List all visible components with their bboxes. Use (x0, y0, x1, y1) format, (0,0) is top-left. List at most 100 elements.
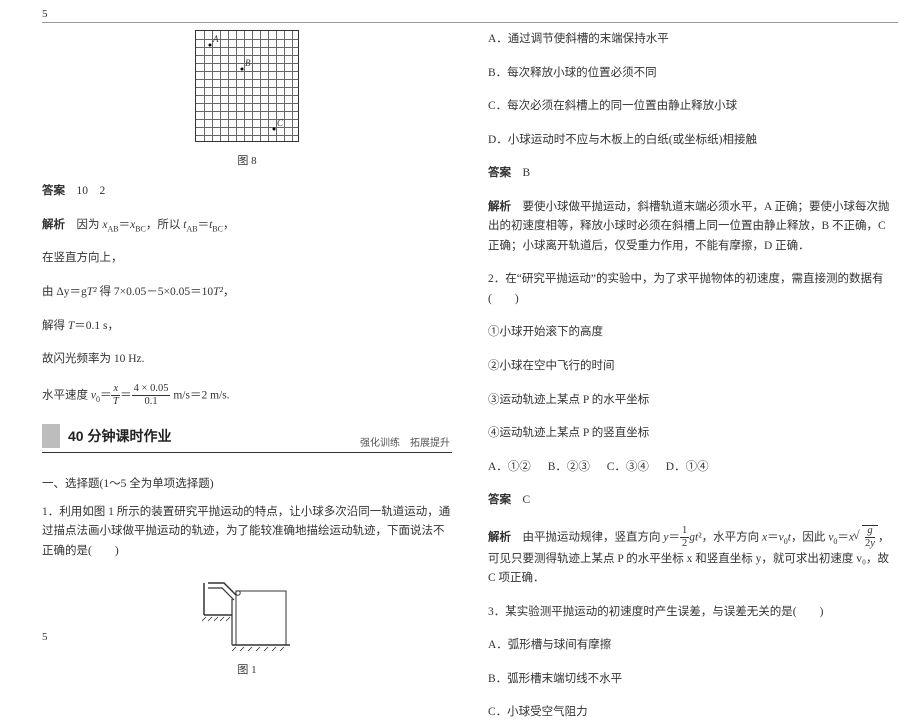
question-3-text: 3．某实验测平抛运动的初速度时产生误差，与误差无关的是( ) (488, 603, 898, 623)
q2-options: A．①② B．②③ C．③④ D．①④ (488, 458, 898, 478)
q3-option-a: A．弧形槽与球间有摩擦 (488, 636, 898, 656)
answer-line-1: 答案 10 2 (42, 182, 452, 202)
q2-analysis: 解析 由平抛运动规律，竖直方向 y＝12gt²，水平方向 x＝v0t，因此 v0… (488, 525, 898, 589)
figure-8: A B C (42, 30, 452, 146)
grid-point (209, 44, 212, 47)
fraction-x-over-T: xT (111, 384, 120, 408)
grid-point (241, 68, 244, 71)
grid-point-label: B (245, 58, 251, 68)
sqrt: g2y (862, 525, 878, 550)
q1-option-c: C．每次必须在斜槽上的同一位置由静止释放小球 (488, 97, 898, 117)
question-2-text: 2．在“研究平抛运动”的实验中，为了求平抛物体的初速度，需直接测的数据有( ) (488, 270, 898, 309)
gray-stub-icon (42, 424, 60, 448)
num: g (865, 526, 875, 539)
q2-option-a: A．①② (488, 458, 531, 478)
analysis-label: 解析 (488, 201, 511, 213)
text: ，所以 (146, 219, 183, 231)
figure-1 (42, 575, 452, 655)
num: 1 (680, 526, 689, 539)
den: 2y (865, 538, 875, 550)
num: 4 × 0.05 (132, 384, 171, 397)
var-T2: T² (87, 286, 97, 298)
homework-title: 40 分钟课时作业 (60, 422, 177, 450)
section-1-heading: 一、选择题(1～5 全为单项选择题) (42, 475, 452, 491)
homework-header: 40 分钟课时作业 强化训练 拓展提升 (42, 422, 452, 453)
answer-label: 答案 (488, 167, 511, 179)
q3-option-c: C．小球受空气阻力 (488, 703, 898, 723)
text: ，水平方向 (702, 531, 762, 543)
var-T2: T² (213, 286, 223, 298)
delta-y-line: 由 Δy＝gT² 得 7×0.05－5×0.05＝10T²， (42, 283, 452, 303)
sub: BC (135, 224, 146, 233)
figure-8-caption: 图 8 (42, 152, 452, 168)
eq: ＝ (120, 389, 132, 401)
eq: ＝ (100, 389, 112, 401)
den: T (111, 396, 120, 408)
q2-option-c: C．③④ (607, 458, 649, 478)
grid-point (273, 128, 276, 131)
q1-option-a: A．通过调节使斜槽的末端保持水平 (488, 30, 898, 50)
grid-point-label: C (277, 118, 283, 128)
sub: 0 (833, 537, 837, 546)
top-rule (42, 22, 898, 23)
fraction-sqrt: g2y (865, 526, 875, 550)
homework-subtitle: 强化训练 拓展提升 (360, 434, 450, 449)
horizontal-velocity-line: 水平速度 v0＝xT＝4 × 0.050.1 m/s＝2 m/s. (42, 384, 452, 408)
fraction-numeric: 4 × 0.050.1 (132, 384, 171, 408)
figure-8-grid: A B C (195, 30, 299, 142)
q2-option-b: B．②③ (548, 458, 590, 478)
analysis-label: 解析 (488, 531, 511, 543)
q2-item-1: ①小球开始滚下的高度 (488, 323, 898, 343)
q2-item-2: ②小球在空中飞行的时间 (488, 357, 898, 377)
text: 由平抛运动规律，竖直方向 (523, 531, 664, 543)
analysis-line-1: 解析 因为 xAB＝xBC，所以 tAB＝tBC， (42, 216, 452, 236)
figure-1-diagram (202, 575, 292, 651)
q1-option-d: D．小球运动时不应与木板上的白纸(或坐标纸)相接触 (488, 131, 898, 151)
fraction-half: 12 (680, 526, 689, 550)
text: m/s＝2 m/s. (170, 389, 229, 401)
answer-label: 答案 (488, 494, 511, 506)
den: 0.1 (132, 396, 171, 408)
eq: ＝ (668, 531, 680, 543)
analysis-label: 解析 (42, 219, 65, 231)
question-1-text: 1．利用如图 1 所示的装置研究平抛运动的特点，让小球多次沿同一轨道运动，通过描… (42, 503, 452, 562)
num: x (111, 384, 120, 397)
analysis-text: 要使小球做平抛运动，斜槽轨道末端必须水平，A 正确；要使小球每次抛出的初速度相等… (488, 201, 890, 252)
solve-T-line: 解得 T＝0.1 s， (42, 317, 452, 337)
q2-answer-line: 答案 C (488, 491, 898, 511)
q2-option-d: D．①④ (666, 458, 709, 478)
sub: AB (107, 224, 118, 233)
page-number-top: 5 (42, 8, 48, 20)
q2-item-4: ④运动轨迹上某点 P 的竖直坐标 (488, 424, 898, 444)
q1-analysis: 解析 要使小球做平抛运动，斜槽轨道末端必须水平，A 正确；要使小球每次抛出的初速… (488, 198, 898, 257)
homework-rule (42, 452, 452, 453)
sub: BC (212, 224, 223, 233)
answer-label: 答案 (42, 185, 65, 197)
text: 水平速度 (42, 389, 91, 401)
sub: AB (186, 224, 197, 233)
flash-freq-line: 故闪光频率为 10 Hz. (42, 350, 452, 370)
answer-value: 10 2 (77, 185, 106, 197)
text: ，因此 (791, 531, 828, 543)
right-column: A．通过调节使斜槽的末端保持水平 B．每次释放小球的位置必须不同 C．每次必须在… (470, 30, 898, 625)
left-column: ABC 图 8 答案 10 2 解析 因为 xAB＝xBC，所以 tAB＝tBC… (42, 30, 470, 625)
answer-value: B (523, 167, 531, 179)
text: ， (223, 286, 235, 298)
grid-point-label: A (213, 34, 219, 44)
text: 解得 (42, 320, 68, 332)
vertical-direction-line: 在竖直方向上， (42, 249, 452, 269)
answer-value: C (523, 494, 531, 506)
q3-option-b: B．弧形槽末端切线不水平 (488, 670, 898, 690)
q2-item-3: ③运动轨迹上某点 P 的水平坐标 (488, 391, 898, 411)
two-column-layout: ABC 图 8 答案 10 2 解析 因为 xAB＝xBC，所以 tAB＝tBC… (42, 30, 898, 625)
var-x: x (762, 531, 767, 543)
den: 2 (680, 538, 689, 550)
text: ＝0.1 s， (74, 320, 119, 332)
figure-1-caption: 图 1 (42, 661, 452, 677)
text: 由 Δy＝g (42, 286, 87, 298)
var-y: y (870, 538, 875, 549)
text: 得 7×0.05－5×0.05＝10 (97, 286, 213, 298)
text: 因为 (77, 219, 103, 231)
q1-answer-line: 答案 B (488, 164, 898, 184)
q1-option-b: B．每次释放小球的位置必须不同 (488, 64, 898, 84)
